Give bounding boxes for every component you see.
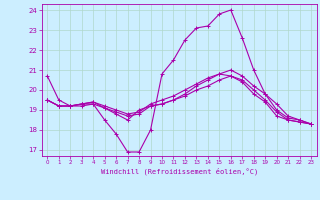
X-axis label: Windchill (Refroidissement éolien,°C): Windchill (Refroidissement éolien,°C) xyxy=(100,168,258,175)
